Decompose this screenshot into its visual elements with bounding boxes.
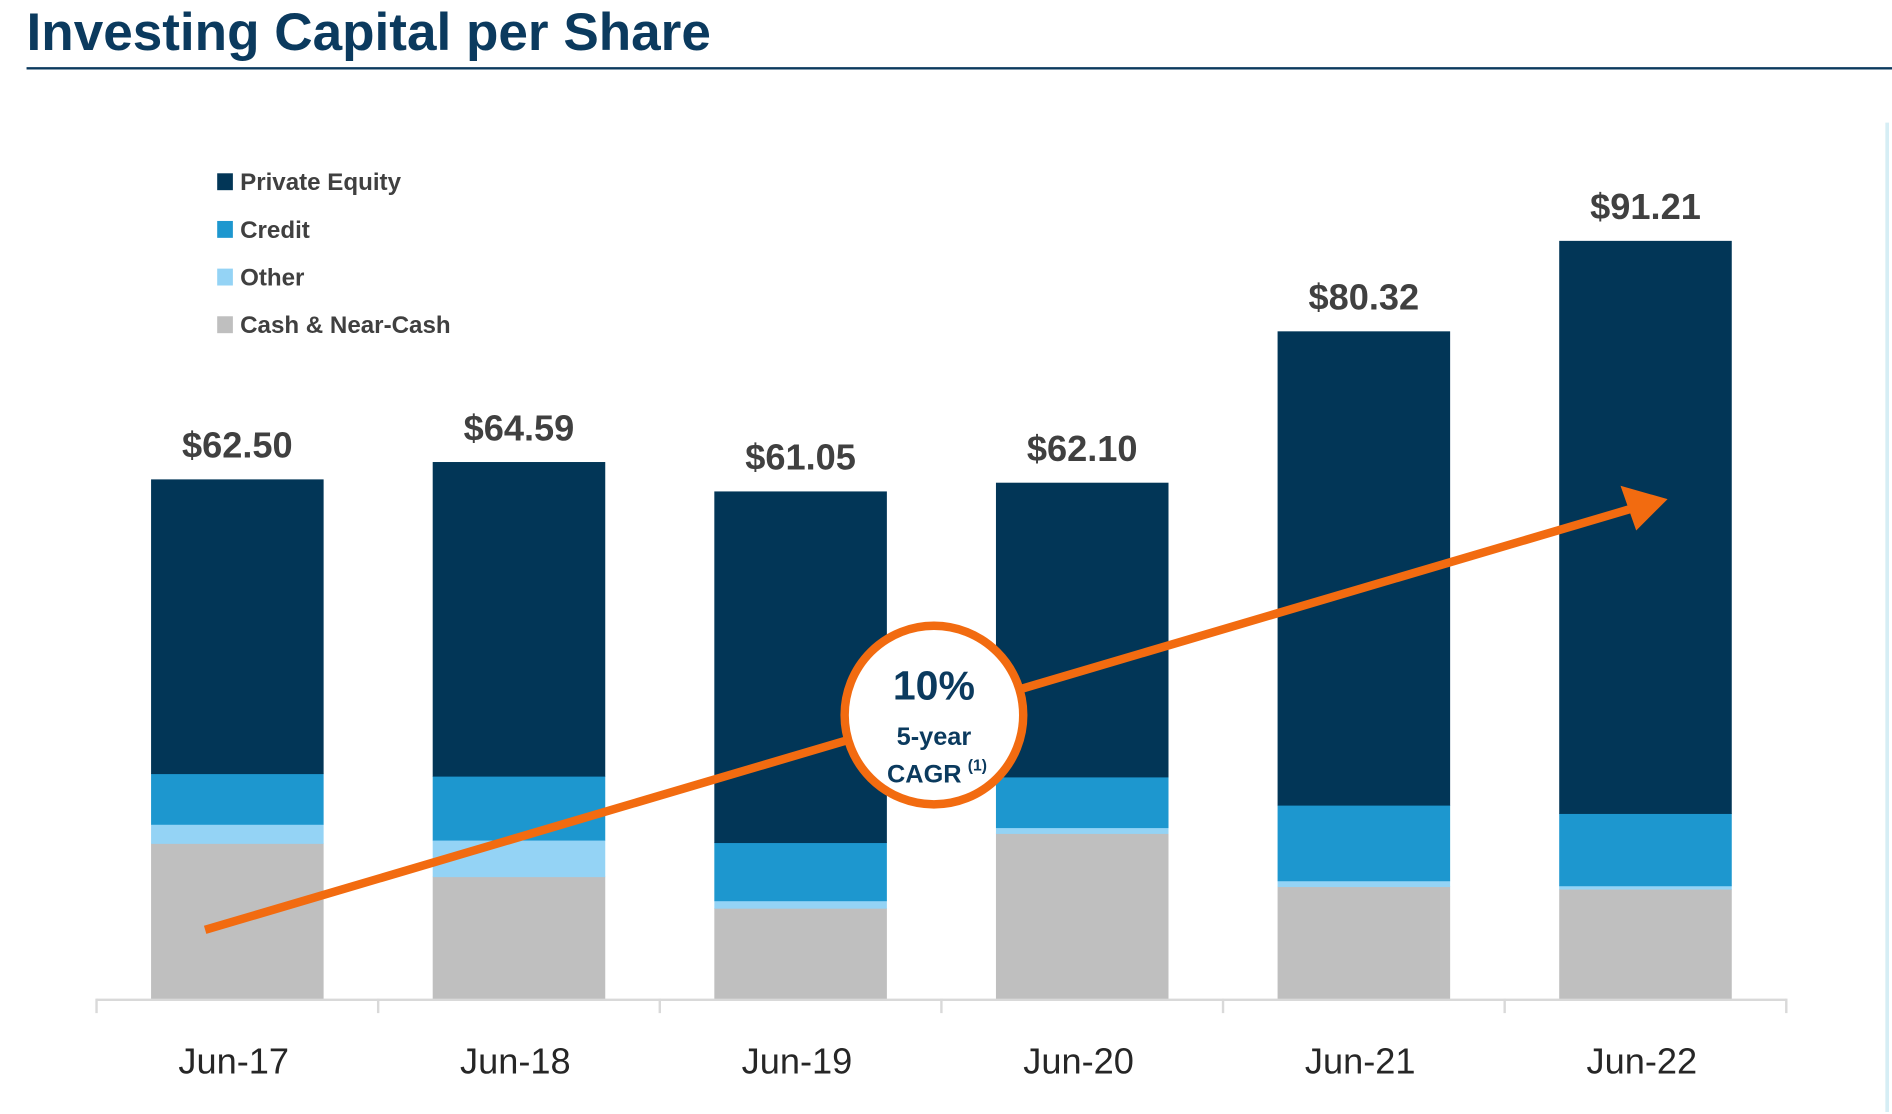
legend-swatch-cash: [217, 316, 233, 334]
bar-private_equity-Jun-18: [432, 462, 606, 777]
bar-cash-Jun-18: [432, 876, 606, 1000]
x-tick-label: Jun-19: [742, 1040, 853, 1081]
bar-cash-Jun-19: [714, 908, 887, 1000]
bar-cash-Jun-21: [1277, 886, 1451, 1000]
bar-cash-Jun-20: [995, 833, 1169, 1000]
bar-other-Jun-21: [1277, 880, 1451, 888]
legend-swatch-private_equity: [217, 173, 233, 191]
x-axis: Jun-17 Jun-18 Jun-19 Jun-20 Jun-21 Jun-22: [95, 998, 1788, 1081]
bar-private_equity-Jun-22: [1559, 240, 1732, 814]
legend-swatch-other: [217, 268, 233, 286]
x-tick-label: Jun-18: [460, 1040, 571, 1081]
data-label-total: $62.10: [1027, 428, 1138, 469]
trend-arrow-head: [1620, 485, 1668, 531]
cagr-label-2: CAGR: [887, 761, 962, 789]
page-title: Investing Capital per Share: [27, 3, 711, 62]
x-tick-label: Jun-22: [1587, 1040, 1698, 1081]
data-label-total: $80.32: [1309, 277, 1420, 318]
bar-cash-Jun-22: [1559, 888, 1732, 1000]
legend-label: Credit: [240, 217, 310, 244]
cagr-value: 10%: [893, 662, 975, 708]
legend-label: Private Equity: [240, 169, 401, 196]
bar-other-Jun-19: [714, 900, 887, 909]
bar-credit-Jun-18: [432, 776, 606, 841]
bar-credit-Jun-22: [1559, 813, 1732, 887]
cagr-label-1: 5-year: [897, 723, 972, 751]
data-label-total: $91.21: [1590, 186, 1701, 227]
bar-private_equity-Jun-17: [151, 479, 324, 775]
x-tick-label: Jun-17: [178, 1040, 289, 1081]
legend-label: Other: [240, 265, 305, 292]
bar-credit-Jun-21: [1277, 805, 1451, 882]
data-label-total: $64.59: [464, 407, 575, 448]
cagr-footnote: (1): [968, 758, 987, 775]
legend: Private Equity Credit Other Cash & Near-Cas…: [217, 169, 451, 339]
data-label-total: $62.50: [182, 425, 293, 466]
bars: $62.50 $64.59 $61.05 $62.10 $80.32 $91.21: [151, 186, 1732, 1000]
bar-credit-Jun-17: [151, 773, 324, 825]
cagr-callout: 10% 5-year CAGR (1): [840, 621, 1028, 809]
x-tick-label: Jun-20: [1023, 1040, 1134, 1081]
bar-credit-Jun-19: [714, 842, 887, 902]
x-tick-label: Jun-21: [1305, 1040, 1416, 1081]
data-label-total: $61.05: [745, 437, 856, 478]
cagr-circle: [840, 621, 1028, 809]
bar-other-Jun-22: [1559, 885, 1732, 890]
legend-swatch-credit: [217, 220, 233, 238]
legend-label: Cash & Near-Cash: [240, 312, 450, 339]
bar-other-Jun-17: [151, 824, 324, 844]
bar-other-Jun-20: [995, 827, 1169, 834]
bar-credit-Jun-20: [995, 776, 1169, 829]
